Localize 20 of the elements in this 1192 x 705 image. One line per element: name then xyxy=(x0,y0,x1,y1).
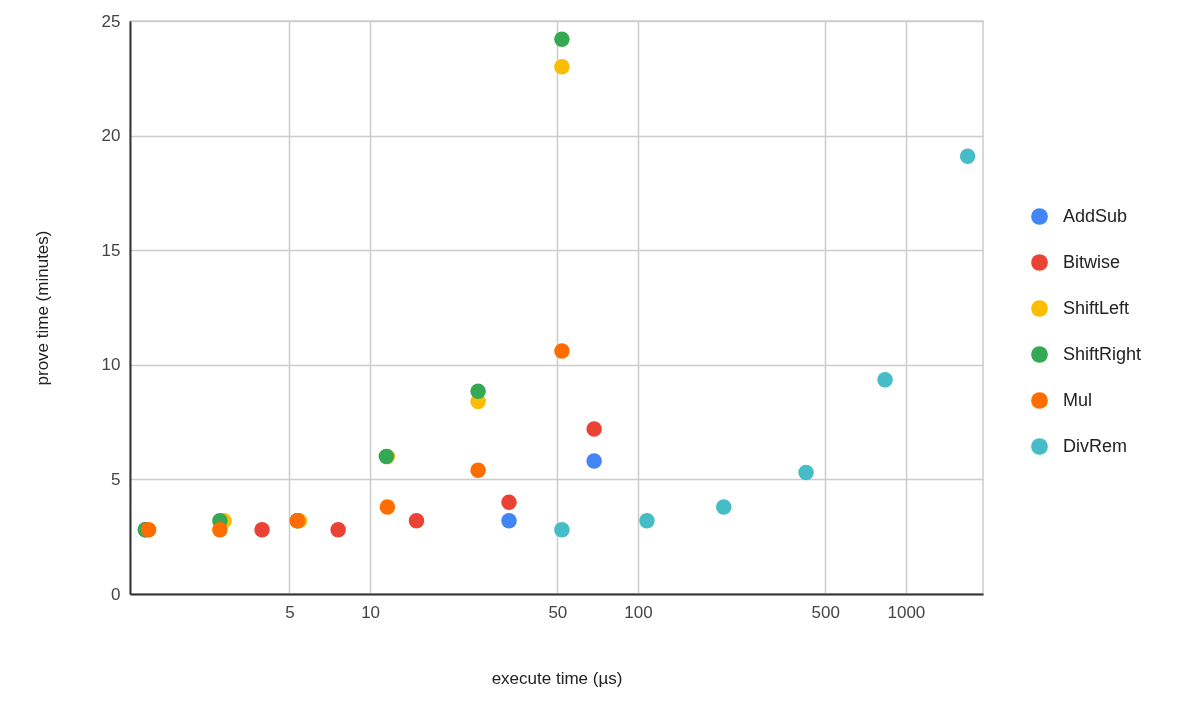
legend-label: ShiftLeft xyxy=(1063,297,1130,318)
y-tick-label: 5 xyxy=(111,469,121,489)
legend-label: AddSub xyxy=(1063,205,1128,226)
x-tick-label: 5 xyxy=(285,602,295,622)
y-tick-label: 20 xyxy=(101,126,121,146)
x-tick-label: 100 xyxy=(624,602,653,622)
y-tick-label: 10 xyxy=(101,355,121,375)
legend-label: Mul xyxy=(1063,389,1093,410)
y-tick-label: 0 xyxy=(111,584,121,604)
legend-label: Bitwise xyxy=(1063,251,1121,272)
x-tick-label: 50 xyxy=(548,602,568,622)
y-axis-title: prove time (minutes) xyxy=(32,230,52,386)
x-tick-label: 10 xyxy=(361,602,381,622)
y-tick-label: 25 xyxy=(101,11,121,31)
y-tick-label: 15 xyxy=(101,240,121,260)
x-tick-label: 500 xyxy=(811,602,840,622)
x-tick-label: 1000 xyxy=(887,602,926,622)
legend-label: DivRem xyxy=(1063,435,1128,456)
legend-label: ShiftRight xyxy=(1063,343,1142,364)
x-axis-title: execute time (µs) xyxy=(491,668,623,688)
